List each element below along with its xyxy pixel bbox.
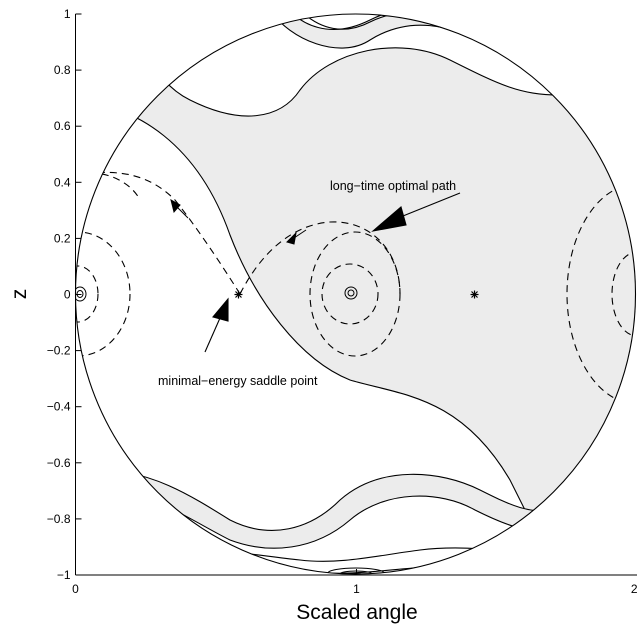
y-tick-label: −1 [57,568,71,582]
left-dashed-outer [77,172,141,201]
x-axis-title: Scaled angle [296,601,417,624]
y-tick-label: 0 [64,288,71,302]
annotation-optimal-path: long−time optimal path [330,179,456,193]
y-tick-label: 0.6 [54,119,71,133]
saddle-point-marker [470,290,479,299]
lower-shaded-band [99,469,561,549]
x-axis-ticks: 0 1 2 [72,569,637,596]
path-arrows [170,199,307,245]
y-tick-label: 0.2 [54,231,71,245]
optimal-path-pointer [397,192,461,219]
path-arrowhead-1 [286,231,297,245]
optimal-path-arrowhead [371,206,407,232]
saddle-pointer [204,317,221,353]
y-axis-title: z [8,289,31,300]
x-tick-label: 0 [72,582,79,596]
center-dashed-mid [321,263,379,325]
saddle-point-marker [234,290,243,299]
optimal-path-left [77,171,241,295]
saddle-point-layer [234,290,479,299]
path-arrowhead-2 [170,199,181,214]
plot-area: long−time optimal path minimal−energy sa… [74,13,637,575]
x-tick-label: 1 [353,582,360,596]
y-tick-label: −0.4 [47,400,71,414]
left-dashed-small [75,265,99,323]
annotation-saddle-point: minimal−energy saddle point [158,374,318,388]
y-tick-label: −0.6 [47,456,71,470]
y-axis-ticks: 1 0.8 0.6 0.4 0.2 0 −0.2 −0.4 −0.6 −0.8 −1 [47,7,82,582]
y-tick-label: 0.8 [54,63,71,77]
lower-contour-line-1 [159,547,541,562]
optimal-path [239,221,401,295]
center-small-contours [344,286,358,300]
annotation-arrows [204,192,461,353]
y-tick-label: −0.8 [47,512,71,526]
y-tick-label: 1 [64,7,71,21]
y-tick-label: 0.4 [54,175,71,189]
saddle-arrowhead [212,297,229,322]
y-tick-label: −0.2 [47,344,71,358]
x-tick-label: 2 [631,582,637,596]
